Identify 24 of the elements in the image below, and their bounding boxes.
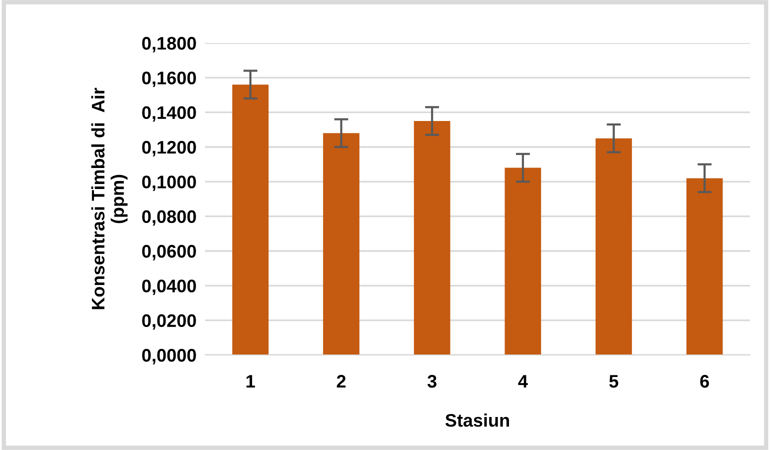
x-tick-label: 4 <box>518 375 528 388</box>
bar <box>323 133 360 355</box>
bar <box>232 84 269 355</box>
x-tick-label: 5 <box>609 375 618 388</box>
x-tick-label: 3 <box>427 374 436 388</box>
y-tick-label: 0,0400 <box>142 280 196 296</box>
y-axis-title: Konsentrasi Timbal di Air (ppm) <box>91 88 128 310</box>
y-tick-label: 0,0800 <box>142 210 196 226</box>
x-tick-label: 6 <box>700 374 709 388</box>
bar <box>686 178 723 355</box>
y-tick-label: 0,0200 <box>142 314 196 330</box>
y-tick-label: 0,1400 <box>142 106 196 122</box>
bar <box>596 138 632 355</box>
y-tick-label: 0,1800 <box>142 36 196 52</box>
x-axis-title: Stasiun <box>445 414 509 427</box>
x-tick-label: 2 <box>336 374 346 388</box>
bar <box>414 121 450 355</box>
y-tick-label: 0,1200 <box>142 140 196 156</box>
y-tick-label: 0,0600 <box>142 244 196 260</box>
x-tick-label: 1 <box>246 375 255 388</box>
y-tick-label: 0,0000 <box>142 348 196 364</box>
bar <box>504 168 542 355</box>
y-tick-label: 0,1000 <box>142 176 196 192</box>
y-tick-label: 0,1600 <box>142 72 196 88</box>
